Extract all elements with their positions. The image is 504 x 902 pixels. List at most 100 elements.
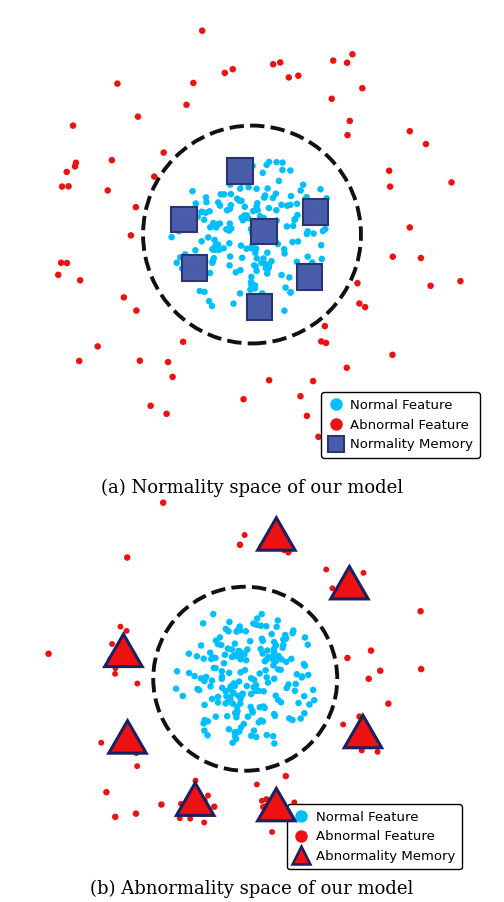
Point xyxy=(65,179,73,194)
Point xyxy=(108,153,116,168)
Point xyxy=(260,190,268,205)
Point xyxy=(214,690,222,704)
Point xyxy=(198,205,206,219)
Point xyxy=(259,166,267,180)
Point xyxy=(237,691,245,705)
Point xyxy=(227,187,235,201)
Point xyxy=(263,670,271,685)
Point xyxy=(111,810,119,824)
Point xyxy=(278,652,286,667)
Point xyxy=(237,194,245,208)
Point xyxy=(126,732,134,746)
Bar xyxy=(251,218,277,244)
Point xyxy=(54,268,62,282)
Point xyxy=(201,723,209,738)
Point xyxy=(293,207,301,222)
Point xyxy=(194,209,202,224)
Point xyxy=(280,242,288,256)
Point xyxy=(254,203,262,217)
Point xyxy=(211,243,219,257)
Point xyxy=(293,197,301,211)
Point xyxy=(202,669,210,684)
Point xyxy=(217,187,225,201)
Point xyxy=(183,272,191,286)
Point xyxy=(272,187,280,201)
Point xyxy=(232,265,240,280)
Point xyxy=(242,624,250,639)
Point xyxy=(222,684,230,698)
Point xyxy=(283,681,291,695)
Point xyxy=(365,671,373,686)
Point xyxy=(236,181,244,196)
Point xyxy=(264,650,272,665)
Point xyxy=(260,211,268,226)
Point xyxy=(133,746,141,760)
Point xyxy=(348,47,356,61)
Point xyxy=(272,688,280,703)
Point xyxy=(355,589,363,603)
Point xyxy=(210,660,218,675)
Point xyxy=(321,319,329,334)
Point xyxy=(247,270,256,284)
Bar xyxy=(297,264,323,290)
Point xyxy=(218,664,226,678)
Point xyxy=(303,250,311,264)
Point xyxy=(197,639,205,653)
Point xyxy=(243,208,251,223)
Point xyxy=(276,55,284,69)
Point xyxy=(294,69,302,83)
Point xyxy=(209,243,217,257)
Point xyxy=(227,679,235,694)
Point xyxy=(195,683,203,697)
Point xyxy=(244,179,253,194)
Point xyxy=(282,631,290,646)
Point xyxy=(318,252,326,266)
Point xyxy=(97,735,105,750)
Point xyxy=(290,796,298,810)
Point xyxy=(248,159,257,173)
Point xyxy=(243,679,251,694)
Point xyxy=(226,216,234,231)
Point xyxy=(283,198,291,213)
Point xyxy=(272,654,280,668)
Point xyxy=(302,190,310,205)
Point xyxy=(293,667,301,682)
Point xyxy=(237,210,245,225)
Point xyxy=(120,727,129,741)
Point xyxy=(212,220,220,235)
Point xyxy=(250,723,258,738)
Point xyxy=(270,671,278,686)
Point xyxy=(225,236,233,251)
Point xyxy=(108,637,116,651)
Point xyxy=(236,623,244,638)
Point xyxy=(240,647,248,661)
Point xyxy=(231,729,239,743)
Point xyxy=(255,715,263,730)
Point xyxy=(173,664,181,678)
Point xyxy=(133,303,141,318)
Point xyxy=(241,663,249,677)
Point xyxy=(233,191,241,206)
Point xyxy=(256,700,264,714)
Point xyxy=(206,204,214,218)
Point xyxy=(239,392,247,407)
Point xyxy=(229,686,237,700)
Point xyxy=(265,155,273,170)
Point xyxy=(309,683,317,697)
Point xyxy=(367,643,375,658)
Point xyxy=(287,189,295,203)
Point xyxy=(210,799,218,814)
Point xyxy=(221,66,229,80)
Point xyxy=(310,693,319,707)
Point xyxy=(212,650,220,665)
Point xyxy=(208,674,216,688)
Point xyxy=(206,266,214,281)
Point xyxy=(208,255,216,270)
Point xyxy=(265,373,273,388)
Point xyxy=(303,409,311,423)
Point xyxy=(226,682,234,696)
Point xyxy=(237,649,245,663)
Point xyxy=(199,616,207,630)
Point xyxy=(417,662,425,676)
Point xyxy=(329,581,337,595)
